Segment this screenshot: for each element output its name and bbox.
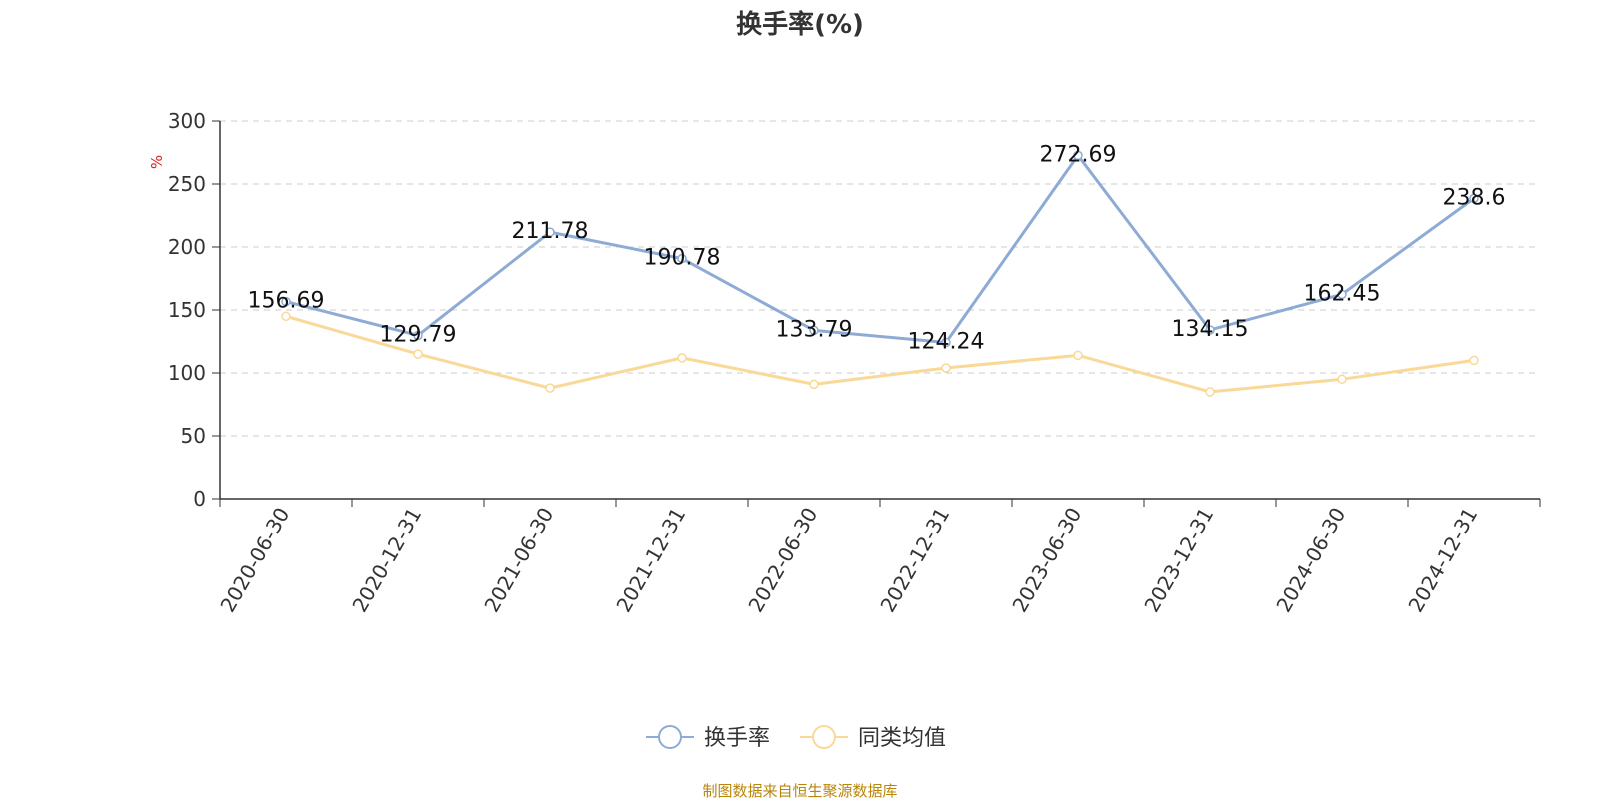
legend-marker (658, 725, 682, 749)
x-tick-label: 2024-12-31 (1403, 504, 1482, 617)
data-point (545, 227, 555, 237)
x-tick-label: 2023-12-31 (1139, 504, 1218, 617)
x-tick-label: 2021-12-31 (611, 504, 690, 617)
y-tick-label: 200 (168, 235, 206, 259)
data-point (1469, 193, 1479, 204)
data-point (413, 330, 423, 341)
data-point (281, 311, 291, 322)
data-label: 211.78 (512, 219, 589, 244)
series-line-0 (285, 153, 1475, 344)
x-tick-label: 2023-06-30 (1007, 504, 1086, 617)
data-point (1469, 355, 1479, 366)
data-point (1205, 325, 1215, 335)
data-label: 272.69 (1040, 142, 1117, 167)
data-label: 238.6 (1443, 185, 1506, 210)
data-label: 124.24 (908, 329, 985, 354)
data-label: 156.69 (248, 289, 325, 314)
data-point (281, 296, 291, 307)
data-point (809, 379, 819, 390)
data-source-note: 制图数据来自恒生聚源数据库 (702, 782, 898, 800)
data-point (1337, 289, 1347, 300)
series-line-1 (285, 314, 1475, 394)
x-tick-label: 2024-06-30 (1271, 504, 1350, 617)
legend-label: 同类均值 (858, 726, 946, 751)
data-point (677, 253, 687, 264)
y-tick-label: 0 (193, 487, 206, 511)
data-label: 190.78 (644, 246, 721, 271)
x-tick-label: 2022-06-30 (743, 504, 822, 617)
data-point (1337, 374, 1347, 385)
data-point (677, 353, 687, 363)
y-tick-label: 150 (168, 298, 206, 322)
data-point (809, 325, 819, 336)
data-label: 129.79 (380, 322, 457, 347)
data-point (1073, 350, 1083, 361)
y-tick-label: 250 (168, 172, 206, 196)
x-tick-label: 2020-12-31 (347, 504, 426, 617)
data-point (941, 363, 951, 373)
data-label: 134.15 (1172, 317, 1249, 342)
legend-marker (812, 725, 836, 749)
x-tick-label: 2021-06-30 (479, 504, 558, 617)
chart-title: 换手率(%) (736, 10, 864, 40)
y-axis-label: % (148, 155, 166, 169)
x-tick-label: 2022-12-31 (875, 504, 954, 617)
data-point (413, 349, 423, 359)
legend-label: 换手率 (704, 726, 770, 751)
y-tick-label: 300 (168, 109, 206, 133)
data-point (941, 337, 951, 348)
y-tick-label: 50 (181, 424, 206, 448)
data-point (545, 383, 555, 393)
data-point (1205, 387, 1215, 397)
y-tick-label: 100 (168, 361, 206, 385)
data-label: 133.79 (776, 317, 853, 342)
data-label: 162.45 (1304, 281, 1381, 306)
data-point (1073, 150, 1083, 161)
x-tick-label: 2020-06-30 (215, 504, 294, 617)
